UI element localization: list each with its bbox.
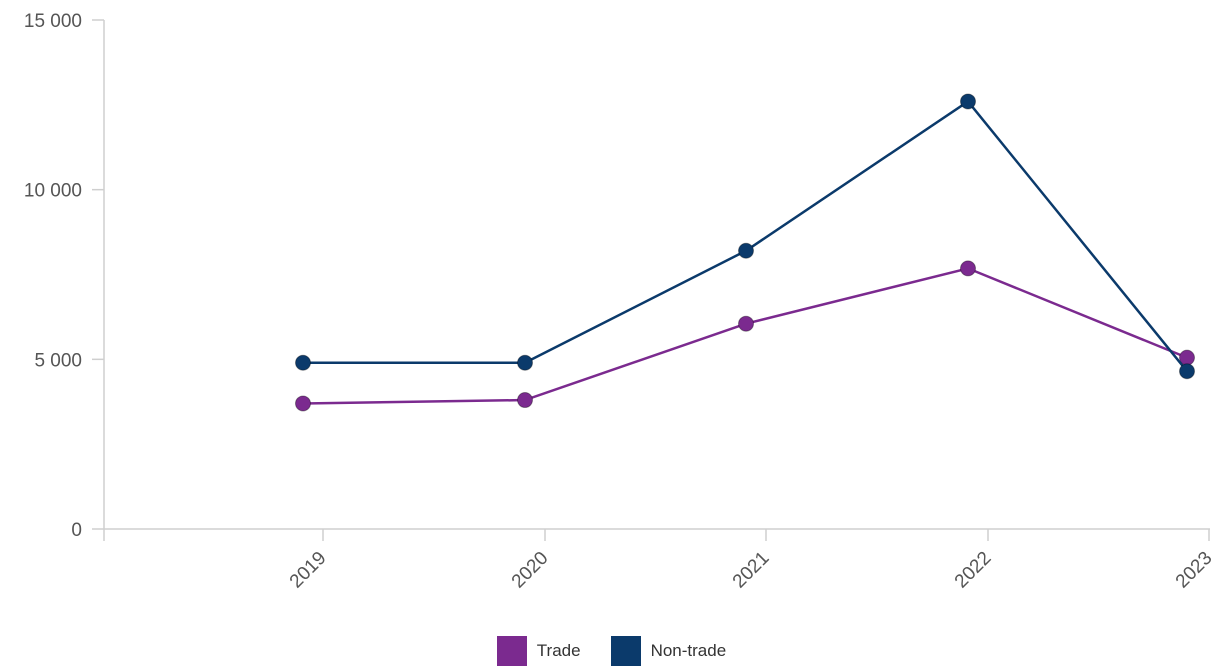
data-point[interactable] bbox=[1179, 363, 1195, 380]
data-point[interactable] bbox=[738, 315, 754, 332]
axes bbox=[103, 20, 1210, 541]
legend-item[interactable]: Non-trade bbox=[610, 636, 727, 666]
legend-label: Trade bbox=[536, 641, 581, 660]
series-trade bbox=[295, 260, 1195, 412]
legend-swatch bbox=[610, 636, 641, 666]
data-point[interactable] bbox=[517, 354, 533, 371]
x-tick-label: 2021 bbox=[729, 548, 774, 593]
data-point[interactable] bbox=[738, 242, 754, 259]
data-point[interactable] bbox=[295, 395, 311, 412]
y-axis-ticks: 0 5 000 10 000 15 000 bbox=[24, 11, 104, 541]
data-point[interactable] bbox=[295, 354, 311, 371]
legend-item[interactable]: Trade bbox=[496, 636, 581, 666]
legend-swatch bbox=[496, 636, 527, 666]
legend: Trade Non-trade bbox=[0, 636, 1223, 666]
series-non-trade bbox=[295, 93, 1195, 380]
x-axis-ticks: 2019 2020 2021 2022 2023 bbox=[286, 529, 1217, 592]
line-chart: 0 5 000 10 000 15 000 2019 2020 2021 2022 2023 bbox=[24, 11, 1217, 592]
x-tick-label: 2020 bbox=[508, 548, 553, 593]
series-layer bbox=[295, 93, 1195, 412]
x-tick-label: 2023 bbox=[1172, 548, 1217, 593]
x-tick-label: 2022 bbox=[951, 548, 996, 593]
series-line bbox=[302, 267, 1188, 405]
data-point[interactable] bbox=[960, 93, 976, 110]
y-tick-label: 5 000 bbox=[34, 350, 82, 371]
x-tick-label: 2019 bbox=[286, 548, 331, 593]
y-tick-label: 15 000 bbox=[24, 11, 82, 32]
y-tick-label: 0 bbox=[71, 520, 82, 541]
data-point[interactable] bbox=[517, 392, 533, 409]
y-tick-label: 10 000 bbox=[24, 181, 82, 202]
legend-label: Non-trade bbox=[650, 641, 727, 660]
data-point[interactable] bbox=[960, 260, 976, 277]
